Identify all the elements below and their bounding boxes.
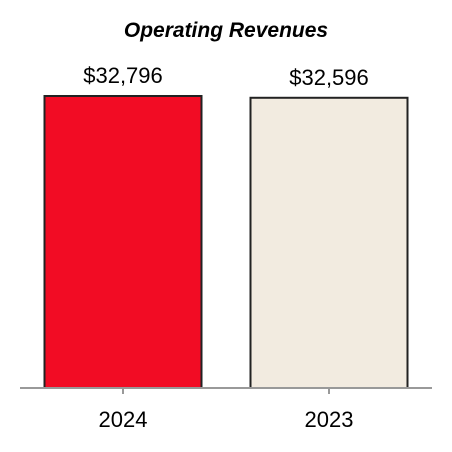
bar-2024: [43, 95, 203, 389]
data-label-2023: $32,596: [289, 65, 369, 90]
x-tick-label-2023: 2023: [305, 407, 354, 432]
labels-layer: $32,796 2024 $32,596 2023: [83, 63, 369, 432]
x-tick-label-2024: 2024: [99, 407, 148, 432]
bars-layer: [43, 95, 409, 390]
data-label-2024: $32,796: [83, 63, 163, 88]
chart-title: Operating Revenues: [124, 19, 328, 42]
bar-2023: [249, 96, 409, 390]
